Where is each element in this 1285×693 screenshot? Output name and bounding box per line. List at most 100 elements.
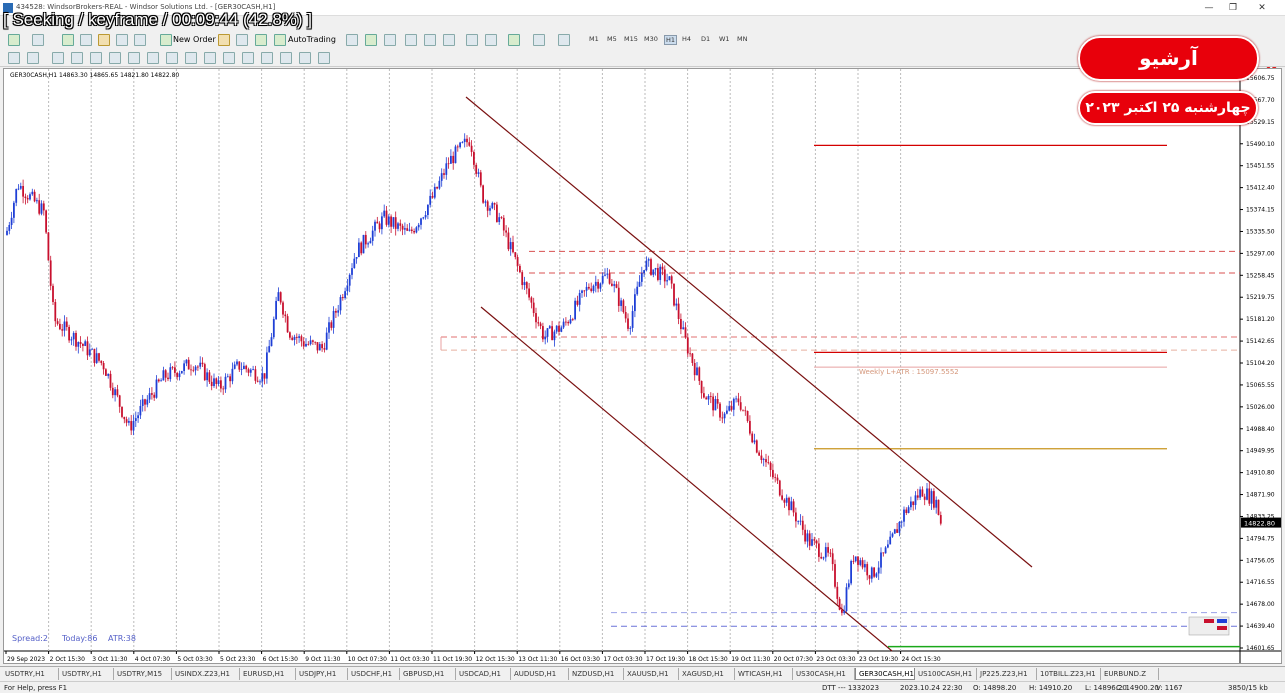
candlesticks-icon[interactable] — [365, 34, 377, 46]
text-label-icon[interactable] — [166, 52, 178, 64]
arrows-icon[interactable] — [318, 52, 330, 64]
scroll-end-icon[interactable] — [466, 34, 478, 46]
chart-shift-icon[interactable] — [485, 34, 497, 46]
periods-icon[interactable] — [533, 34, 545, 46]
price-chart[interactable]: 29 Sep 2023 2 Oct 15:30 3 Oct 11:30 4 Oct 0… — [4, 69, 1282, 664]
andrews-pitchfork-icon[interactable] — [242, 52, 254, 64]
trendline-icon[interactable] — [90, 52, 102, 64]
signals-icon[interactable] — [255, 34, 267, 46]
chart-tab[interactable]: USDTRY,M15 — [114, 668, 172, 680]
candle-body — [95, 353, 98, 363]
candle-body — [496, 204, 498, 222]
equidistant-channel-icon[interactable] — [109, 52, 121, 64]
candle-body — [266, 352, 268, 379]
candle-body — [433, 186, 436, 198]
close-button[interactable]: ✕ — [1258, 3, 1266, 13]
maximize-button[interactable]: ❐ — [1228, 3, 1238, 13]
crosshair-icon[interactable] — [27, 52, 39, 64]
terminal-icon[interactable] — [116, 34, 128, 46]
cycle-lines-icon[interactable] — [223, 52, 235, 64]
chart-tab[interactable]: USDTRY,H1 — [59, 668, 114, 680]
chart-tab[interactable]: WTICASH,H1 — [735, 668, 793, 680]
chart-tabs: USDTRY,H1 USDTRY,H1 USDTRY,M15 USINDX.Z23,H… — [0, 666, 1285, 680]
chart-tab[interactable]: US30CASH,H1 — [793, 668, 855, 680]
chart-window[interactable]: 29 Sep 2023 2 Oct 15:30 3 Oct 11:30 4 Oct 0… — [3, 68, 1282, 664]
tf-h1[interactable]: H1 — [664, 35, 678, 45]
navigator-icon[interactable] — [98, 34, 110, 46]
candle-body — [709, 396, 712, 397]
new-chart-icon[interactable] — [8, 34, 20, 46]
chart-tab[interactable]: EURUSD,H1 — [240, 668, 296, 680]
indicators-icon[interactable] — [508, 34, 520, 46]
minimize-button[interactable]: — — [1204, 3, 1214, 13]
fibo-fan-icon[interactable] — [280, 52, 292, 64]
horizontal-line-icon[interactable] — [71, 52, 83, 64]
candle-body — [873, 567, 875, 577]
candle-body — [893, 529, 896, 534]
zoom-out-icon[interactable] — [424, 34, 436, 46]
autotrading-icon[interactable] — [274, 34, 286, 46]
candle-body — [374, 221, 376, 231]
tf-m15[interactable]: M15 — [624, 35, 638, 43]
line-chart-icon[interactable] — [384, 34, 396, 46]
rectangle-icon[interactable] — [204, 52, 216, 64]
regression-channel-icon[interactable] — [261, 52, 273, 64]
tile-windows-icon[interactable] — [443, 34, 455, 46]
zoom-in-icon[interactable] — [405, 34, 417, 46]
gann-icon[interactable] — [185, 52, 197, 64]
chart-tab[interactable]: NZDUSD,H1 — [569, 668, 624, 680]
candle-body — [335, 310, 337, 313]
templates-icon[interactable] — [558, 34, 570, 46]
candle-body — [919, 489, 921, 498]
candle-body — [390, 216, 392, 227]
tf-h4[interactable]: H4 — [682, 35, 692, 43]
metaeditor-icon[interactable] — [218, 34, 230, 46]
options-icon[interactable] — [236, 34, 248, 46]
candle-body — [875, 573, 878, 577]
bar-chart-icon[interactable] — [346, 34, 358, 46]
candle-body — [903, 509, 905, 522]
chart-tab[interactable]: USDCHF,H1 — [348, 668, 400, 680]
chart-tab[interactable]: JP225.Z23,H1 — [977, 668, 1037, 680]
new-order-button[interactable]: New Order — [173, 35, 216, 44]
candle-body — [153, 394, 156, 398]
autotrading-button[interactable]: AutoTrading — [288, 35, 336, 44]
candle-body — [98, 353, 100, 361]
candle-body — [245, 365, 248, 370]
chart-tab[interactable]: USDCAD,H1 — [456, 668, 511, 680]
candle-body — [622, 300, 625, 313]
new-order-icon[interactable] — [160, 34, 172, 46]
tf-m1[interactable]: M1 — [589, 35, 599, 43]
chart-tab[interactable]: USINDX.Z23,H1 — [172, 668, 240, 680]
chart-tab[interactable]: US100CASH,H1 — [915, 668, 977, 680]
tf-w1[interactable]: W1 — [719, 35, 730, 43]
tf-mn[interactable]: MN — [737, 35, 748, 43]
chart-tab[interactable]: 10TBILL.Z23,H1 — [1037, 668, 1101, 680]
tf-m5[interactable]: M5 — [607, 35, 617, 43]
tf-d1[interactable]: D1 — [701, 35, 711, 43]
chart-tab[interactable]: GER30CASH,H1 — [855, 668, 915, 680]
chart-tab[interactable]: GBPUSD,H1 — [400, 668, 456, 680]
chart-tab[interactable]: USDTRY,H1 — [2, 668, 59, 680]
candle-body — [155, 379, 158, 398]
tf-m30[interactable]: M30 — [644, 35, 658, 43]
data-window-icon[interactable] — [80, 34, 92, 46]
profiles-icon[interactable] — [32, 34, 44, 46]
price-label: 14639.40 — [1246, 623, 1275, 630]
candle-body — [532, 302, 535, 314]
chart-tab[interactable]: XAUUSD,H1 — [624, 668, 679, 680]
text-tool-icon[interactable] — [147, 52, 159, 64]
cursor-icon[interactable] — [8, 52, 20, 64]
market-watch-icon[interactable] — [62, 34, 74, 46]
chart-tab[interactable]: USDJPY,H1 — [296, 668, 348, 680]
candle-body — [420, 218, 422, 225]
chart-tab[interactable]: EURBUND.Z — [1101, 668, 1159, 680]
price-label: 14910.80 — [1246, 470, 1275, 477]
chart-tab[interactable]: AUDUSD,H1 — [511, 668, 569, 680]
strategy-tester-icon[interactable] — [134, 34, 146, 46]
fibonacci-icon[interactable] — [128, 52, 140, 64]
candle-body — [753, 440, 756, 443]
shapes-icon[interactable] — [299, 52, 311, 64]
vertical-line-icon[interactable] — [52, 52, 64, 64]
chart-tab[interactable]: XAGUSD,H1 — [679, 668, 735, 680]
